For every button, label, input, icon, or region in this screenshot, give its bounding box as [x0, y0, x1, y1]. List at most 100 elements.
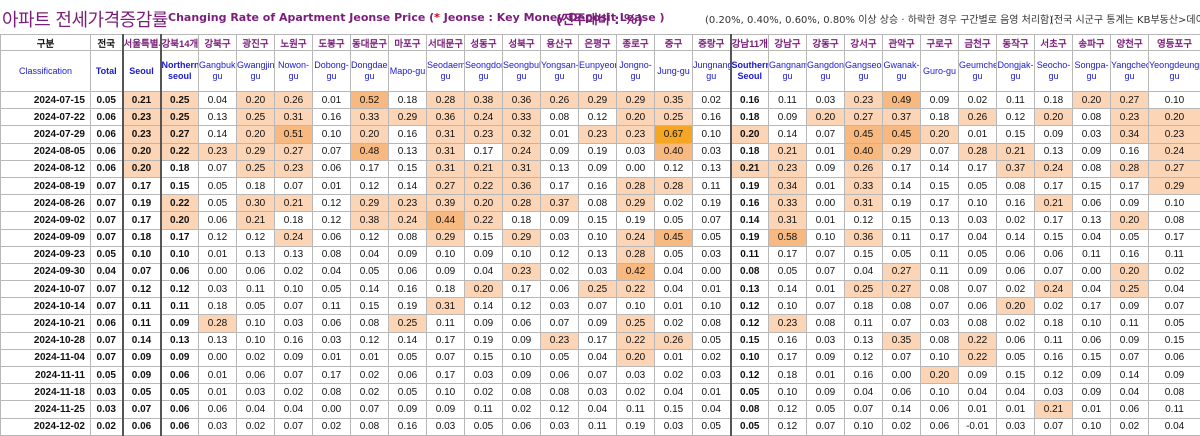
rate-cell: 0.11: [161, 298, 199, 315]
column-header-en: Dobong-gu: [313, 51, 351, 92]
rate-cell: 0.06: [313, 160, 351, 177]
rate-cell: 0.38: [465, 92, 503, 109]
rate-cell: 0.20: [617, 349, 655, 366]
rate-cell: 0.01: [655, 349, 693, 366]
rate-cell: 0.06: [91, 315, 123, 332]
rate-cell: 0.18: [123, 229, 161, 246]
rate-cell: 0.27: [1149, 160, 1200, 177]
column-header-en: Mapo-gu: [389, 51, 427, 92]
column-header-kr: 도봉구: [313, 35, 351, 51]
rate-cell: 0.20: [921, 126, 959, 143]
rate-cell: 0.03: [997, 418, 1035, 435]
rate-cell: 0.07: [807, 298, 845, 315]
rate-cell: 0.04: [1073, 229, 1111, 246]
rate-cell: 0.28: [199, 315, 237, 332]
rate-cell: 0.11: [997, 92, 1035, 109]
rate-cell: 0.17: [921, 195, 959, 212]
rate-cell: 0.01: [693, 384, 731, 401]
row-date: 2024-09-23: [1, 246, 91, 263]
rate-cell: 0.07: [959, 281, 997, 298]
rate-cell: 0.10: [769, 384, 807, 401]
rate-cell: 0.01: [313, 349, 351, 366]
rate-cell: 0.10: [313, 126, 351, 143]
column-header-en: Dongdaemun-gu: [351, 51, 389, 92]
rate-cell: 0.13: [921, 212, 959, 229]
rate-cell: 0.03: [693, 246, 731, 263]
rate-cell: 0.21: [237, 212, 275, 229]
rate-cell: 0.03: [959, 212, 997, 229]
rate-cell: 0.12: [161, 281, 199, 298]
rate-cell: 0.31: [427, 298, 465, 315]
column-header-en: Gwanak-gu: [883, 51, 921, 92]
rate-cell: 0.22: [959, 349, 997, 366]
rate-cell: 0.04: [237, 401, 275, 418]
rate-cell: 0.31: [845, 195, 883, 212]
rate-cell: 0.23: [769, 315, 807, 332]
rate-cell: 0.07: [921, 143, 959, 160]
rate-cell: 0.06: [91, 126, 123, 143]
rate-cell: 0.15: [883, 212, 921, 229]
rate-cell: 0.09: [807, 384, 845, 401]
rate-cell: 0.12: [503, 298, 541, 315]
rate-cell: 0.07: [123, 263, 161, 280]
rate-cell: 0.20: [1149, 109, 1200, 126]
rate-cell: 0.12: [199, 229, 237, 246]
rate-cell: 0.02: [351, 367, 389, 384]
rate-cell: 0.11: [731, 246, 769, 263]
rate-cell: 0.06: [503, 418, 541, 435]
rate-cell: 0.05: [1149, 315, 1200, 332]
rate-cell: 0.15: [579, 212, 617, 229]
rate-cell: 0.13: [161, 332, 199, 349]
rate-cell: 0.20: [1073, 92, 1111, 109]
rate-cell: 0.13: [541, 160, 579, 177]
rate-cell: 0.19: [389, 298, 427, 315]
rate-cell: 0.07: [275, 418, 313, 435]
rate-cell: 0.24: [465, 109, 503, 126]
rate-cell: 0.20: [237, 92, 275, 109]
rate-cell: 0.09: [541, 143, 579, 160]
rate-cell: 0.07: [1111, 349, 1149, 366]
row-date: 2024-09-09: [1, 229, 91, 246]
rate-cell: 0.10: [427, 246, 465, 263]
rate-cell: 0.24: [503, 143, 541, 160]
column-header-kr: 강남11개: [731, 35, 769, 51]
rate-cell: 0.02: [91, 418, 123, 435]
rate-cell: 0.24: [1035, 281, 1073, 298]
rate-cell: 0.14: [389, 177, 427, 194]
rate-cell: 0.02: [237, 349, 275, 366]
rate-cell: 0.02: [1149, 263, 1200, 280]
rate-cell: 0.22: [959, 332, 997, 349]
rate-cell: 0.27: [275, 143, 313, 160]
rate-cell: 0.04: [845, 384, 883, 401]
column-header-kr: 종로구: [617, 35, 655, 51]
rate-cell: 0.05: [389, 349, 427, 366]
rate-cell: 0.28: [959, 143, 997, 160]
rate-cell: 0.15: [465, 349, 503, 366]
rate-cell: 0.06: [1073, 332, 1111, 349]
column-header-kr: 구로구: [921, 35, 959, 51]
shading-note: (0.20%, 0.40%, 0.60%, 0.80% 이상 상승 · 하락한 …: [705, 11, 1053, 26]
rate-cell: 0.06: [161, 418, 199, 435]
rate-cell: 0.09: [123, 349, 161, 366]
rate-cell: 0.12: [845, 212, 883, 229]
rate-cell: 0.12: [123, 281, 161, 298]
rate-cell: 0.08: [351, 418, 389, 435]
column-header-kr: 강북구: [199, 35, 237, 51]
rate-cell: 0.02: [655, 315, 693, 332]
rate-cell: 0.18: [389, 92, 427, 109]
rate-cell: 0.19: [465, 332, 503, 349]
rate-cell: 0.01: [959, 126, 997, 143]
rate-cell: 0.12: [997, 109, 1035, 126]
rate-cell: 0.10: [237, 315, 275, 332]
row-date: 2024-08-05: [1, 143, 91, 160]
rate-cell: 0.11: [123, 298, 161, 315]
rate-cell: 0.15: [1149, 332, 1200, 349]
rate-cell: 0.36: [503, 177, 541, 194]
column-header-kr: 동작구: [997, 35, 1035, 51]
rate-cell: 0.03: [807, 332, 845, 349]
rate-cell: 0.02: [313, 418, 351, 435]
rate-cell: 0.29: [579, 92, 617, 109]
